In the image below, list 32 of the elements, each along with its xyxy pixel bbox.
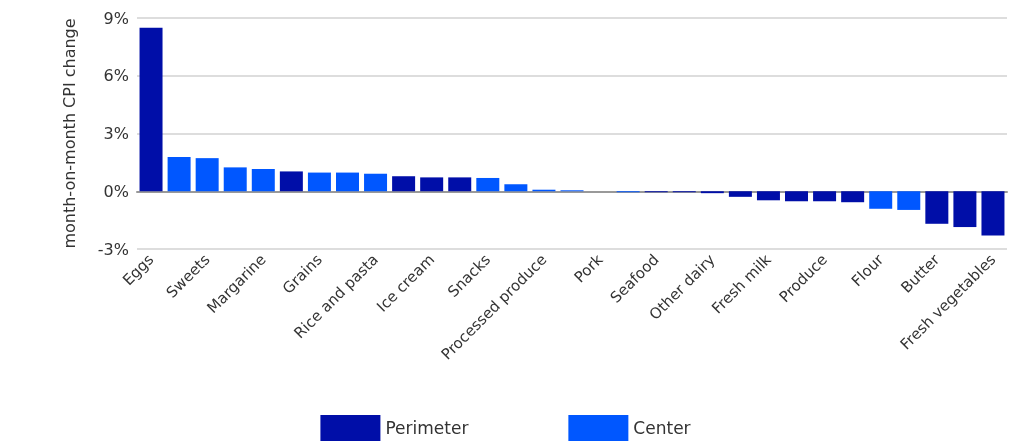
bar [420, 177, 444, 192]
bar [223, 167, 247, 192]
bar [167, 156, 191, 192]
bar [813, 191, 837, 202]
bar [307, 172, 331, 192]
bar [279, 171, 303, 192]
bar [476, 177, 500, 192]
y-tick-label: 3% [103, 124, 129, 143]
bar [364, 173, 388, 192]
bar [841, 191, 865, 203]
bar [251, 168, 275, 192]
y-tick-label: -3% [97, 239, 129, 259]
bar [448, 177, 472, 192]
y-tick-label: 6% [103, 66, 129, 86]
bar [139, 27, 163, 192]
bar [728, 191, 752, 197]
legend-label: Perimeter [385, 418, 469, 438]
bar [335, 172, 359, 192]
y-tick-label: 0% [103, 181, 129, 201]
y-axis-title: month-on-month CPI change [59, 18, 79, 249]
bar [756, 191, 780, 201]
y-tick-label: 9% [103, 8, 129, 28]
bar [953, 191, 977, 228]
bar [195, 158, 219, 192]
bar [392, 176, 416, 192]
bar [925, 191, 949, 224]
bar [869, 191, 893, 209]
legend-label: Center [633, 418, 691, 438]
bar [785, 191, 809, 202]
bar [504, 184, 528, 192]
bar [981, 191, 1005, 236]
bar [897, 191, 921, 210]
